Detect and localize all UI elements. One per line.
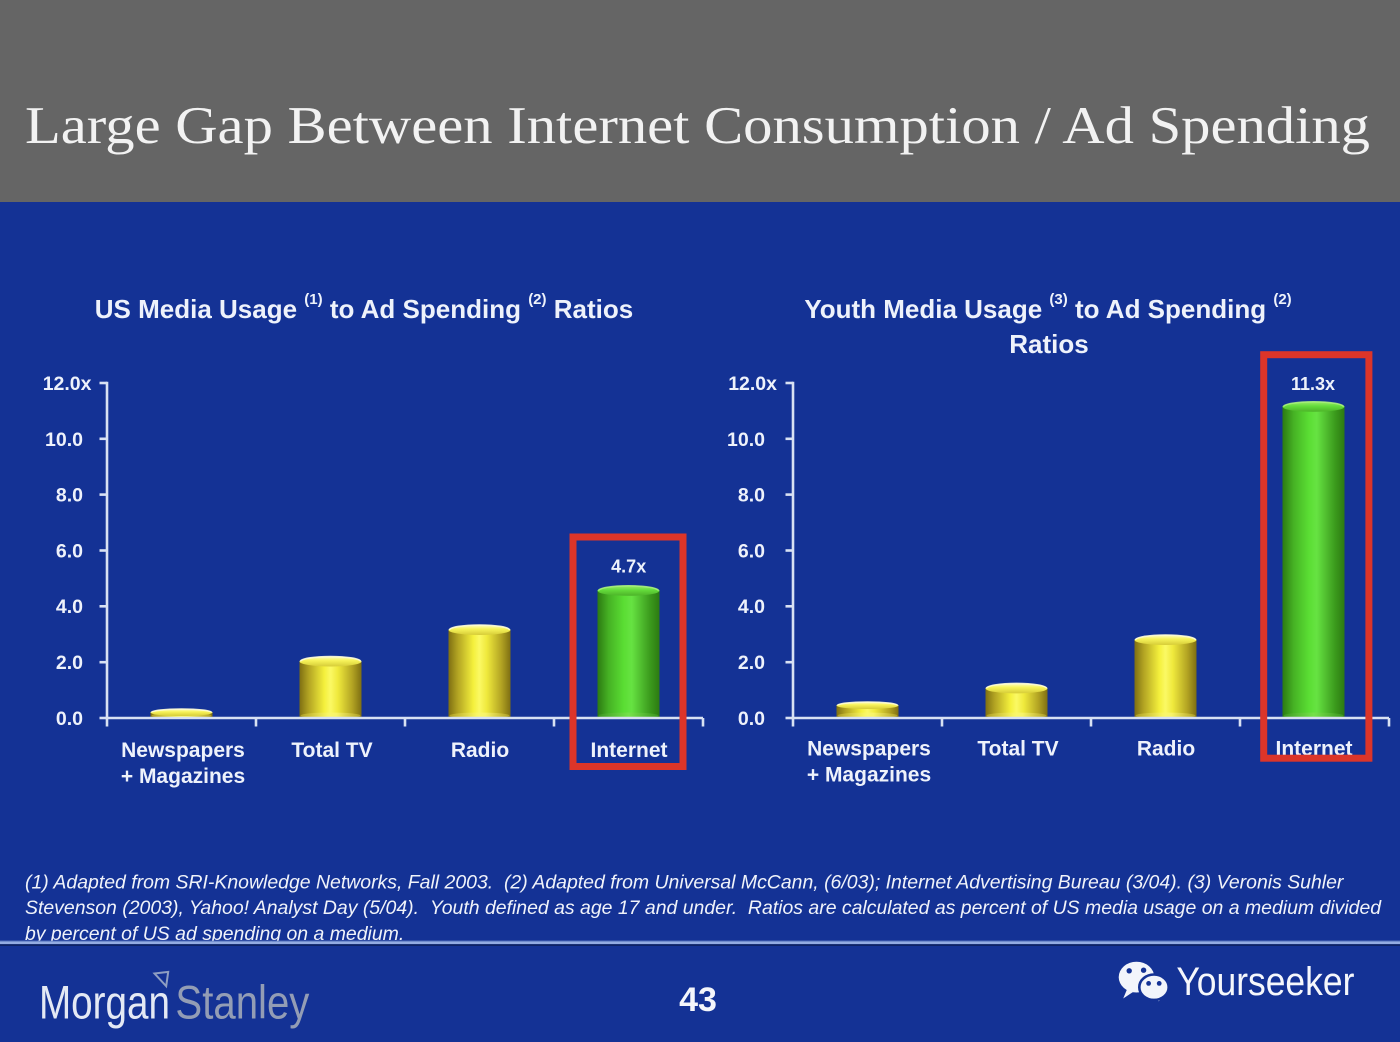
svg-text:US Media Usage (1) to Ad Spend: US Media Usage (1) to Ad Spending (2) Ra…	[95, 291, 633, 324]
svg-text:0.0: 0.0	[738, 708, 765, 730]
svg-text:6.0: 6.0	[738, 540, 765, 562]
svg-text:Internet: Internet	[590, 739, 667, 762]
svg-text:Stanley: Stanley	[175, 977, 309, 1030]
svg-text:4.7x: 4.7x	[611, 557, 646, 577]
svg-text:Newspapers: Newspapers	[807, 738, 931, 761]
svg-text:4.0: 4.0	[56, 596, 83, 618]
svg-text:12.0x: 12.0x	[43, 373, 92, 395]
svg-text:Newspapers: Newspapers	[121, 739, 245, 762]
svg-text:Total TV: Total TV	[291, 739, 372, 762]
svg-text:11.3x: 11.3x	[1291, 374, 1335, 394]
svg-text:2.0: 2.0	[738, 652, 765, 674]
svg-text:+ Magazines: + Magazines	[121, 765, 245, 788]
svg-text:Youth Media Usage (3) to Ad Sp: Youth Media Usage (3) to Ad Spending (2)	[804, 291, 1291, 324]
svg-text:8.0: 8.0	[56, 485, 83, 507]
svg-text:43: 43	[679, 981, 717, 1019]
svg-text:10.0: 10.0	[45, 429, 83, 451]
svg-text:+ Magazines: + Magazines	[807, 764, 931, 787]
svg-text:6.0: 6.0	[56, 540, 83, 562]
svg-text:Large Gap Between Internet Con: Large Gap Between Internet Consumption /…	[25, 97, 1370, 155]
svg-text:Yourseeker: Yourseeker	[1176, 960, 1354, 1004]
svg-text:8.0: 8.0	[738, 485, 765, 507]
svg-text:(1) Adapted from SRI-Knowledge: (1) Adapted from SRI-Knowledge Networks,…	[25, 871, 1345, 893]
svg-text:2.0: 2.0	[56, 652, 83, 674]
svg-text:Radio: Radio	[1137, 738, 1195, 761]
svg-text:Stevenson (2003), Yahoo! Analy: Stevenson (2003), Yahoo! Analyst Day (5/…	[25, 897, 1382, 919]
svg-text:10.0: 10.0	[727, 429, 765, 451]
svg-text:0.0: 0.0	[56, 708, 83, 730]
svg-text:by percent of US ad spending o: by percent of US ad spending on a medium…	[25, 923, 404, 945]
svg-text:12.0x: 12.0x	[728, 373, 777, 395]
svg-text:Radio: Radio	[451, 739, 509, 762]
svg-text:Total TV: Total TV	[977, 738, 1058, 761]
svg-text:Ratios: Ratios	[1009, 329, 1088, 359]
svg-text:Morgan: Morgan	[39, 977, 170, 1030]
svg-text:4.0: 4.0	[738, 596, 765, 618]
